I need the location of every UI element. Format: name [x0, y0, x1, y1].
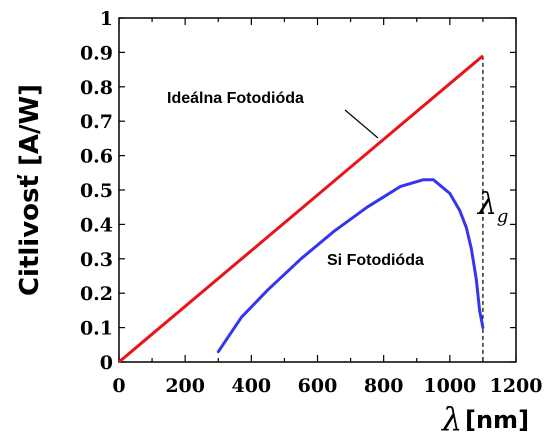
x-axis-symbol: λ	[440, 400, 462, 434]
x-tick-label: 0	[112, 375, 125, 397]
y-tick-label: 0.3	[80, 249, 113, 271]
y-tick-label: 0.7	[80, 111, 113, 133]
cutoff-lambda-symbol: λ	[477, 187, 497, 222]
ideal-label-leader	[344, 109, 379, 139]
y-tick-label: 1	[100, 8, 113, 30]
y-tick-label: 0.6	[80, 146, 113, 168]
x-axis-ticks: 0 200 400 600 800 1000 1200	[112, 18, 542, 397]
y-tick-label: 0.5	[80, 180, 113, 202]
series-ideal-line	[118, 54, 484, 364]
series-si-line	[216, 178, 485, 354]
cutoff-lambda-subscript: g	[497, 206, 509, 227]
x-axis-unit: [nm]	[465, 406, 529, 434]
y-tick-label: 0	[100, 352, 113, 374]
x-tick-label: 800	[364, 375, 404, 397]
x-tick-label: 200	[165, 375, 205, 397]
y-axis-ticks: 0 0.1 0.2 0.3 0.4 0.5 0.6 0.7 0.8 0.9 1	[80, 8, 516, 374]
x-tick-label: 1200	[490, 375, 543, 397]
x-tick-label: 1000	[423, 375, 476, 397]
si-label: Si Fotodióda	[327, 252, 424, 269]
y-axis-label: Citlivosť [A/W]	[15, 84, 45, 296]
y-tick-label: 0.4	[80, 214, 113, 236]
ideal-label: Ideálna Fotodióda	[167, 90, 304, 107]
y-tick-label: 0.1	[80, 318, 113, 340]
x-tick-label: 400	[231, 375, 271, 397]
y-tick-label: 0.8	[80, 77, 113, 99]
x-tick-label: 600	[298, 375, 338, 397]
y-tick-label: 0.9	[80, 42, 113, 64]
y-tick-label: 0.2	[80, 283, 113, 305]
cutoff-lambda-label: λg	[477, 187, 509, 227]
